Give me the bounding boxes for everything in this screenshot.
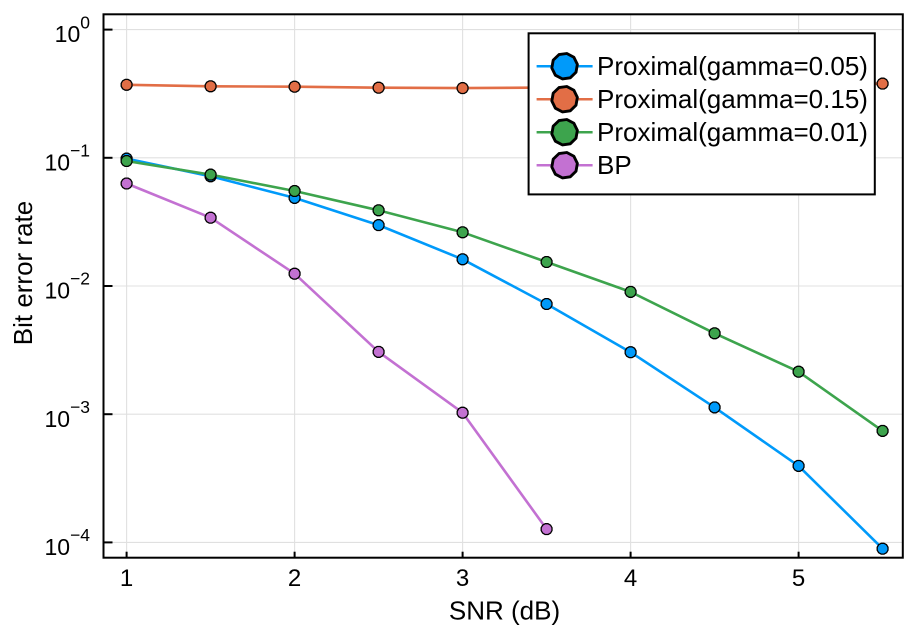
- svg-text:Proximal(gamma=0.15): Proximal(gamma=0.15): [597, 84, 868, 114]
- svg-text:5: 5: [792, 565, 805, 592]
- svg-text:3: 3: [456, 565, 469, 592]
- svg-text:Bit error rate: Bit error rate: [8, 201, 38, 346]
- svg-text:4: 4: [624, 565, 637, 592]
- svg-text:1: 1: [120, 565, 133, 592]
- svg-text:Proximal(gamma=0.05): Proximal(gamma=0.05): [597, 51, 868, 81]
- svg-text:BP: BP: [597, 150, 632, 180]
- svg-text:Proximal(gamma=0.01): Proximal(gamma=0.01): [597, 117, 868, 147]
- svg-text:2: 2: [288, 565, 301, 592]
- svg-text:SNR (dB): SNR (dB): [449, 596, 560, 626]
